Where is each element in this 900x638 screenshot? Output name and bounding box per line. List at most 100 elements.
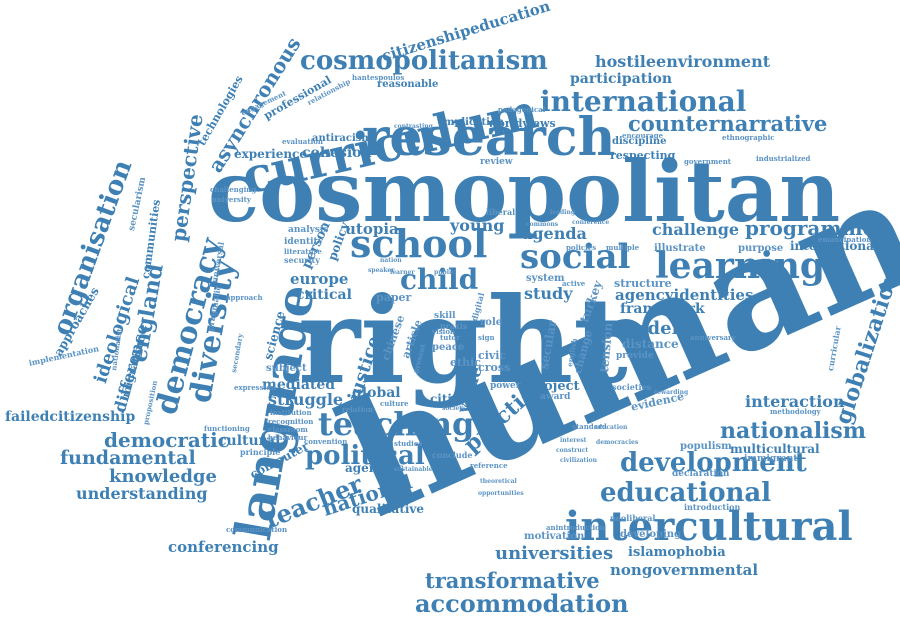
word-universities: universities	[495, 543, 614, 564]
word-convention: convention	[304, 437, 348, 446]
word-international: international	[540, 85, 747, 118]
word-communication: communication	[226, 525, 288, 534]
word-internationale: internationale	[790, 239, 887, 253]
word-policies: policies	[566, 243, 597, 252]
word-struggle: struggle	[268, 390, 344, 409]
word-multiple: multiple	[606, 243, 640, 252]
word-rewarding: rewarding	[654, 389, 689, 396]
word-role: role	[480, 317, 503, 328]
word-award: award	[540, 392, 571, 402]
word-evaluation: evaluation	[282, 137, 323, 146]
word-antiracism: antiracism	[312, 133, 373, 144]
word-review: review	[480, 157, 513, 167]
word-hostileenvironment: hostileenvironment	[595, 52, 771, 71]
word-contrasting: contrasting	[394, 123, 433, 130]
word-commons: commons	[526, 221, 559, 228]
word-conferencing: conferencing	[168, 538, 279, 556]
word-development: development	[620, 448, 807, 478]
word-student: student	[616, 318, 693, 339]
word-literature: literature	[284, 247, 322, 256]
word-sustainable: sustainable	[394, 466, 433, 473]
word-immigrant: immigrant	[744, 454, 798, 464]
word-emancipation: emancipation	[818, 235, 872, 244]
word-cohesion: cohesion	[302, 145, 372, 161]
word-developing: developing	[620, 529, 682, 540]
word-framework: framework	[620, 301, 705, 317]
word-right: right	[298, 271, 628, 410]
word-cultural: cultural	[218, 433, 281, 449]
word-political: political	[305, 441, 425, 471]
word-government: government	[684, 157, 732, 166]
word-democracies: democracies	[596, 439, 639, 446]
word-civic: civic	[478, 349, 507, 362]
word-society: society	[442, 405, 466, 412]
word-cross: cross	[478, 361, 511, 374]
word-speaker: speaker	[368, 267, 395, 274]
word-utopia: utopia	[345, 220, 399, 238]
word-global: global	[352, 385, 401, 401]
word-principle: principle	[240, 447, 281, 457]
word-expression: expression	[234, 383, 276, 392]
word-relation: relation	[342, 405, 373, 414]
word-nation: nation	[380, 257, 402, 264]
word-learning: learning	[655, 245, 826, 287]
word-multicultural: multicultural	[730, 442, 820, 456]
word-societies: societies	[612, 382, 652, 392]
word-understanding: understanding	[76, 484, 208, 503]
word-active: active	[562, 279, 586, 288]
word-declaration: declaration	[672, 469, 730, 479]
word-standard: standard	[572, 422, 607, 431]
word-teaching: teaching	[318, 405, 475, 443]
word-conference: conference	[572, 219, 610, 226]
word-programme: programme	[745, 216, 876, 240]
word-structure: structure	[614, 277, 672, 290]
word-intercultural: intercultural	[565, 503, 853, 550]
word-qualitative: qualitative	[352, 502, 425, 516]
word-opportunities: opportunities	[478, 490, 524, 497]
word-approach: approach	[226, 293, 263, 302]
word-secondary: secondary	[229, 332, 245, 374]
word-reference: reference	[470, 461, 508, 470]
word-experience: experience	[234, 147, 307, 161]
word-purpose: purpose	[738, 243, 784, 254]
word-public: public	[434, 269, 455, 276]
word-recognition: recognition	[268, 417, 314, 426]
word-child: child	[400, 263, 479, 296]
word-methodology: methodology	[770, 407, 821, 416]
word-nongovernmental: nongovernmental	[610, 561, 759, 579]
word-young: young	[450, 216, 505, 235]
word-behaviour: behaviour	[268, 433, 308, 442]
word-reasonable: reasonable	[377, 79, 439, 90]
word-nationalism: nationalism	[720, 418, 867, 444]
word-project: project	[528, 379, 580, 394]
word-motivation: motivation	[524, 531, 585, 542]
word-theoretical: theoretical	[480, 478, 517, 485]
word-social: social	[520, 237, 631, 277]
word-system: system	[526, 273, 565, 284]
word-industrialized: industrialized	[756, 154, 811, 163]
word-skill: skill	[434, 311, 456, 321]
word-vision: vision	[432, 327, 456, 336]
word-discipline: discipline	[612, 136, 667, 147]
word-paper: paper	[376, 291, 412, 304]
word-agenda: agenda	[522, 224, 587, 243]
word-agencies: agencies	[345, 461, 404, 475]
word-failedcitizenship: failedcitizenship	[5, 409, 136, 425]
word-construct: construct	[556, 447, 589, 454]
word-education: education	[594, 424, 628, 431]
word-studies: studies	[394, 439, 423, 448]
word-transformative: transformative	[425, 568, 600, 593]
word-interest: interest	[560, 437, 587, 444]
word-counternarrative: counternarrative	[628, 111, 828, 136]
word-implication: implication	[440, 117, 504, 128]
word-illustrate: illustrate	[654, 243, 706, 254]
word-classroom: classroom	[268, 425, 308, 434]
word-neoliberal: neoliberal	[610, 513, 656, 523]
word-liberal: liberal	[486, 207, 516, 217]
word-challenging: challenging	[210, 185, 257, 194]
word-challenge: challenge	[652, 220, 740, 239]
word-democratic: democratic	[104, 428, 230, 452]
word-sign: sign	[478, 333, 495, 342]
word-introduction: introduction	[684, 502, 741, 512]
